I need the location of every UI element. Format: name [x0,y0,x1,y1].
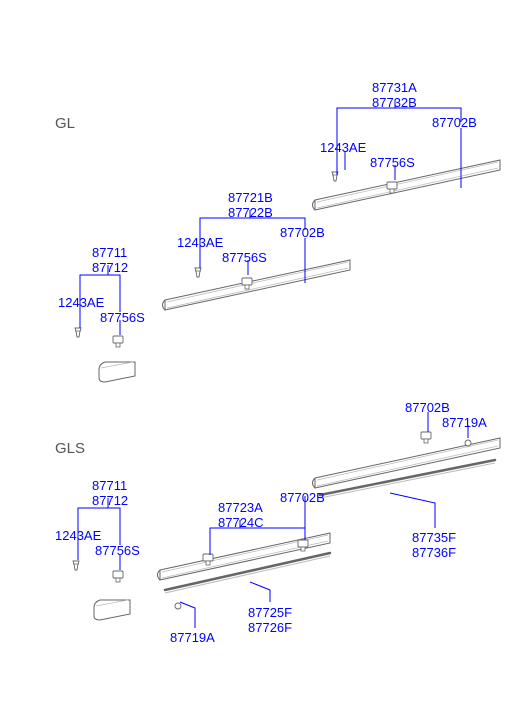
part-label: 87702B [280,225,325,240]
part-label: 87732B [372,95,417,110]
part-label: 87711 [92,245,127,260]
diagram-stage: GL GLS 87731A87732B87702B1243AE87756S877… [0,0,532,727]
part-label: 1243AE [177,235,223,250]
part-label: 87756S [100,310,145,325]
part-label: 87756S [370,155,415,170]
part-label: 87721B [228,190,273,205]
part-label: 1243AE [58,295,104,310]
part-label: 87722B [228,205,273,220]
part-label: 87711 [92,478,127,493]
part-label: 87756S [95,543,140,558]
part-label: 1243AE [320,140,366,155]
part-label: 87702B [280,490,325,505]
variant-gl: GL [55,115,75,132]
part-label: 87736F [412,545,456,560]
part-label: 87702B [432,115,477,130]
part-label: 87756S [222,250,267,265]
part-label: 87725F [248,605,292,620]
part-label: 87726F [248,620,292,635]
part-label: 87702B [405,400,450,415]
part-label: 87712 [92,260,128,275]
part-label: 87731A [372,80,417,95]
part-label: 87712 [92,493,128,508]
part-label: 87724C [218,515,264,530]
part-label: 87735F [412,530,456,545]
part-label: 87719A [442,415,487,430]
variant-gls: GLS [55,440,85,457]
part-label: 87719A [170,630,215,645]
part-label: 1243AE [55,528,101,543]
part-label: 87723A [218,500,263,515]
